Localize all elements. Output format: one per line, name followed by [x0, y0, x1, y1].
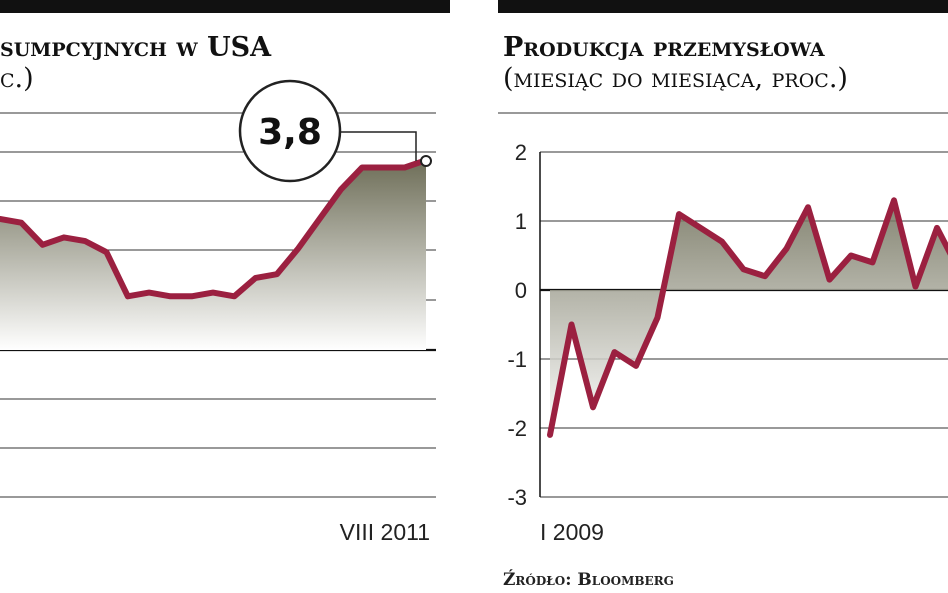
right-top-bar — [498, 0, 948, 13]
right-y-tick-label: 2 — [515, 140, 527, 165]
left-callout-leader — [340, 131, 417, 161]
right-y-tick-label: -1 — [507, 347, 527, 372]
left-chart-subtitle: c.) — [0, 63, 34, 94]
source-note: Źródło: Bloomberg — [503, 569, 674, 590]
right-x-start-label: I 2009 — [540, 519, 604, 545]
left-top-bar — [0, 0, 450, 13]
right-y-tick-label: -2 — [507, 416, 527, 441]
right-y-tick-label: 1 — [515, 209, 527, 234]
left-callout-value: 3,8 — [258, 112, 322, 153]
right-chart-title: Produkcja przemysłowa — [503, 32, 825, 63]
right-area-fill — [550, 200, 948, 435]
left-area-fill — [0, 160, 426, 350]
right-series-line — [547, 197, 948, 438]
right-y-tick-label: 0 — [515, 278, 527, 303]
right-y-tick-label: -3 — [507, 485, 527, 510]
right-y-tick-labels: 2 1 0 -1 -2 -3 — [507, 140, 527, 510]
right-data-points — [549, 200, 938, 435]
left-callout-circle — [238, 79, 342, 183]
left-endpoint-marker — [420, 155, 432, 167]
right-chart-subtitle: (miesiąc do miesiąca, proc.) — [503, 63, 848, 94]
left-chart-title: sumpcyjnych w USA — [0, 32, 272, 63]
left-x-end-label: VIII 2011 — [340, 519, 430, 545]
